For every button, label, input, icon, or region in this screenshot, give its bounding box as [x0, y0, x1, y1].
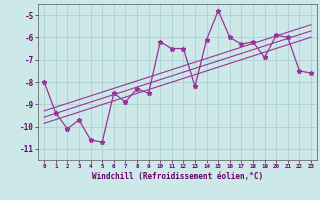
X-axis label: Windchill (Refroidissement éolien,°C): Windchill (Refroidissement éolien,°C) — [92, 172, 263, 181]
